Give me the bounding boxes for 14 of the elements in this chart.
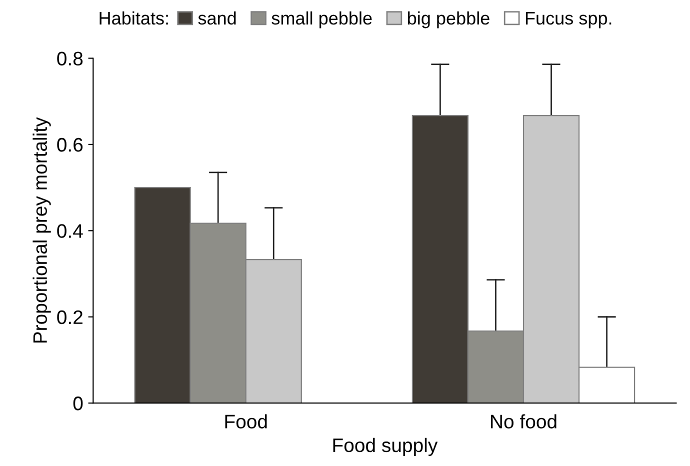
- y-tick-label: 0.6: [57, 138, 83, 152]
- legend-label: Fucus spp.: [526, 12, 612, 28]
- x-tick-label: Food: [225, 414, 267, 428]
- x-axis-title: Food supply: [333, 438, 438, 456]
- y-tick-label: 0.2: [57, 310, 82, 324]
- y-tick-label: 0.8: [57, 52, 83, 66]
- legend-label: big pebble: [408, 11, 490, 28]
- legend-label: small pebble: [272, 11, 372, 28]
- y-tick-label: 0: [73, 396, 83, 410]
- y-tick-label: 0.4: [57, 224, 83, 238]
- y-axis-title: Proportional prey mortality: [32, 117, 51, 343]
- x-tick-label: No food: [491, 414, 556, 428]
- legend-label: sand: [198, 11, 236, 25]
- legend-title: Habitats:: [100, 11, 168, 25]
